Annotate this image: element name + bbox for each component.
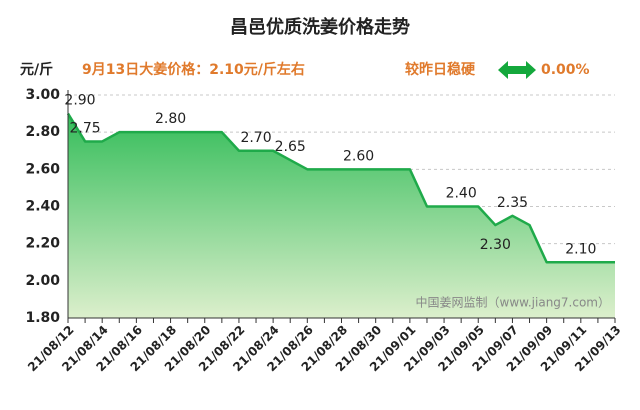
data-label: 2.70 bbox=[240, 130, 271, 146]
y-tick-label: 2.40 bbox=[25, 199, 60, 215]
data-label: 2.40 bbox=[446, 186, 477, 202]
change-value: 0.00% bbox=[541, 62, 590, 78]
y-tick-label: 2.00 bbox=[25, 273, 60, 289]
area bbox=[68, 113, 615, 318]
data-label: 2.80 bbox=[155, 111, 186, 127]
y-tick-label: 1.80 bbox=[25, 310, 60, 326]
y-axis-label: 元/斤 bbox=[20, 61, 53, 78]
y-tick-label: 3.00 bbox=[25, 87, 60, 103]
annotation: 9月13日大姜价格：2.10元/斤左右 bbox=[82, 61, 305, 78]
line bbox=[66, 112, 615, 264]
arrow-icon bbox=[498, 61, 536, 79]
y-tick-label: 2.60 bbox=[25, 161, 60, 177]
data-label: 2.75 bbox=[70, 120, 101, 136]
data-label: 2.65 bbox=[275, 139, 306, 155]
y-tick-label: 2.20 bbox=[25, 236, 60, 252]
data-label: 2.35 bbox=[497, 195, 528, 211]
data-label: 2.60 bbox=[343, 148, 374, 164]
chart-title: 昌邑优质洗姜价格走势 bbox=[230, 16, 410, 38]
y-tick-label: 2.80 bbox=[25, 124, 60, 140]
data-label: 2.30 bbox=[480, 237, 511, 253]
data-label: 2.10 bbox=[565, 241, 596, 257]
watermark: 中国姜网监制（www.jiang7.com） bbox=[416, 295, 610, 310]
data-label: 2.90 bbox=[64, 93, 95, 109]
change-text: 较昨日稳硬 bbox=[405, 61, 476, 78]
